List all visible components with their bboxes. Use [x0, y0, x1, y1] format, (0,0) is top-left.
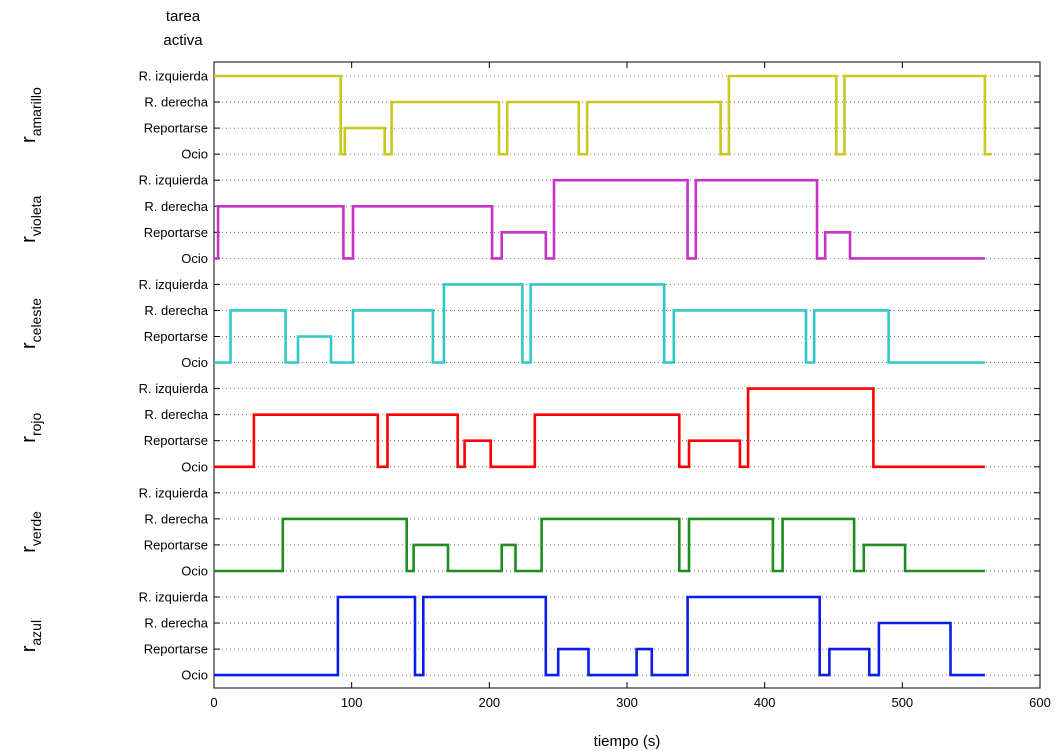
x-tick-label: 500: [891, 695, 913, 710]
level-tick-label: Ocio: [181, 459, 208, 474]
level-tick-label: Reportarse: [144, 433, 208, 448]
robot-label-sub: azul: [28, 620, 44, 646]
robot-label-main: r: [18, 236, 40, 243]
level-tick-label: Reportarse: [144, 642, 208, 657]
title-line-1: tarea: [166, 8, 201, 25]
level-tick-label: Reportarse: [144, 329, 208, 344]
robot-label-main: r: [18, 546, 40, 553]
level-tick-label: Reportarse: [144, 121, 208, 136]
robot-label-main: r: [18, 136, 40, 143]
robot-label-sub: celeste: [28, 298, 44, 343]
plot-frame: [213, 61, 1041, 689]
robot-label-sub: verde: [28, 511, 44, 546]
x-axis-ticks: 0 100 200 300 400 500 600: [210, 62, 1051, 710]
robot-label-sub: rojo: [28, 412, 44, 436]
robot-label-azul: razul: [18, 620, 44, 652]
robot-label-sub: amarillo: [28, 87, 44, 136]
series-line-violeta: [214, 178, 985, 260]
robot-label-celeste: rceleste: [18, 298, 44, 349]
series-line-azul: [214, 595, 985, 677]
robot-label-sub: violeta: [28, 196, 44, 237]
level-tick-label: R. derecha: [144, 199, 208, 214]
x-axis-label: tiempo (s): [594, 733, 661, 750]
series-line-verde: [214, 517, 985, 573]
level-tick-label: Ocio: [181, 147, 208, 162]
level-tick-label: Reportarse: [144, 225, 208, 240]
robot-label-amarillo: ramarillo: [18, 87, 44, 143]
level-tick-label: R. derecha: [144, 616, 208, 631]
level-tick-label: R. izquierda: [139, 173, 209, 188]
level-tick-label: R. derecha: [144, 303, 208, 318]
robot-label-main: r: [18, 436, 40, 443]
x-tick-label: 0: [210, 695, 217, 710]
x-tick-label: 100: [341, 695, 363, 710]
level-tick-label: R. derecha: [144, 511, 208, 526]
level-tick-label: Ocio: [181, 251, 208, 266]
level-tick-label: R. izquierda: [139, 381, 209, 396]
level-tick-label: Ocio: [181, 668, 208, 683]
level-tick-label: Ocio: [181, 355, 208, 370]
level-tick-label: R. derecha: [144, 407, 208, 422]
robot-label-verde: rverde: [18, 511, 44, 553]
robot-labels: ramarillorvioletarcelesterrojorverderazu…: [18, 87, 44, 652]
x-tick-label: 400: [754, 695, 776, 710]
series-layer: [214, 74, 992, 677]
level-tick-labels: R. izquierda R. derecha Reportarse Ocio R. i…: [139, 69, 209, 683]
robot-label-main: r: [18, 645, 40, 652]
level-tick-label: Reportarse: [144, 537, 208, 552]
level-tick-label: R. izquierda: [139, 277, 209, 292]
series-line-rojo: [214, 387, 985, 469]
level-tick-label: Ocio: [181, 563, 208, 578]
series-line-amarillo: [214, 74, 992, 156]
x-tick-label: 300: [616, 695, 638, 710]
level-tick-label: R. izquierda: [139, 485, 209, 500]
robot-label-violeta: rvioleta: [18, 196, 44, 243]
robot-label-rojo: rrojo: [18, 412, 44, 442]
robot-label-main: r: [18, 342, 40, 349]
level-tick-label: R. izquierda: [139, 590, 209, 605]
x-tick-label: 200: [478, 695, 500, 710]
x-tick-label: 600: [1029, 695, 1051, 710]
level-tick-label: R. izquierda: [139, 69, 209, 84]
title-line-2: activa: [163, 32, 203, 49]
series-line-celeste: [214, 283, 985, 364]
level-tick-label: R. derecha: [144, 95, 208, 110]
grid-lines: [214, 75, 1040, 676]
